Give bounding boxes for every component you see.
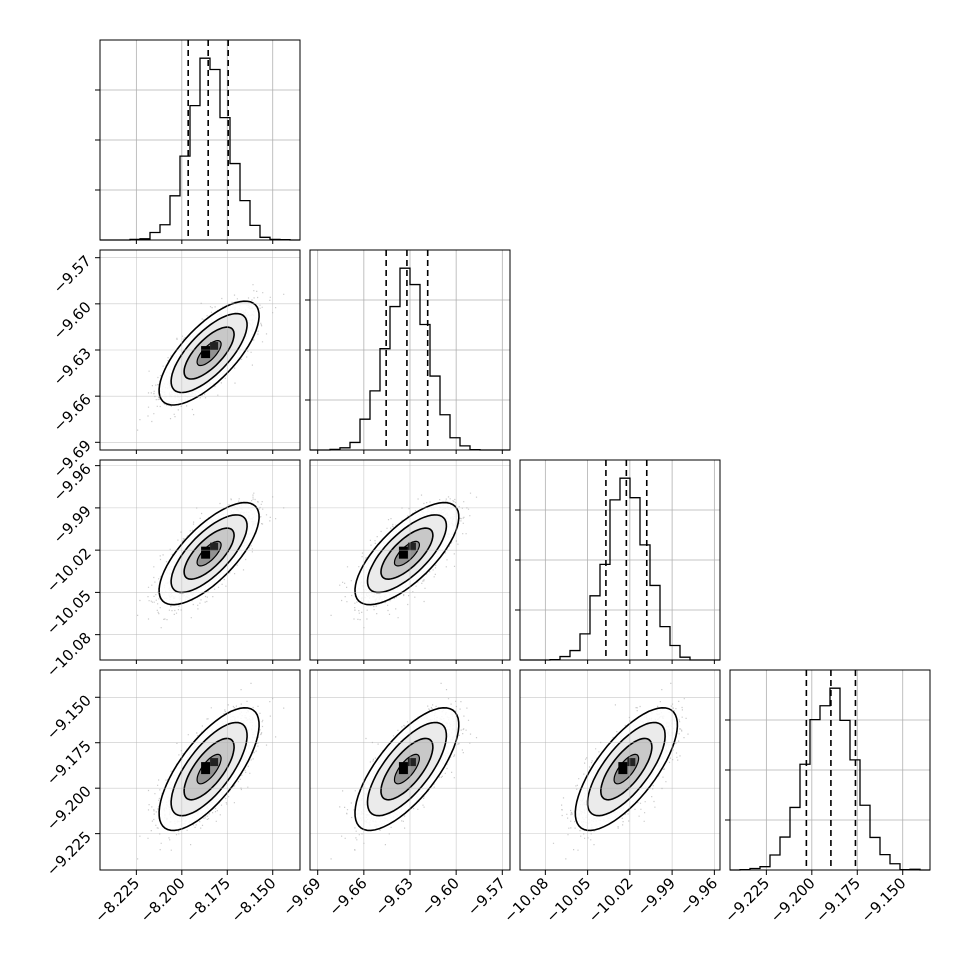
panel-frame [99, 669, 301, 871]
x-tick-label: −9.225 [721, 874, 773, 926]
histogram-step [310, 267, 510, 451]
y-tick-label: −9.150 [43, 691, 95, 743]
panel-frame [729, 669, 931, 871]
histogram-step [730, 687, 930, 871]
histogram-panel-1 [95, 39, 301, 241]
x-tick-label: −9.63 [372, 874, 417, 919]
histogram-step [520, 477, 720, 661]
panel-content [330, 492, 478, 629]
histogram-panel-3 [515, 459, 721, 661]
panel-content [552, 682, 689, 860]
density-peak [201, 762, 211, 775]
density-peak [210, 342, 219, 351]
x-tick-label: −9.175 [812, 874, 864, 926]
scatter-panel-3-1 [99, 459, 301, 661]
y-tick-label: −9.175 [43, 737, 95, 789]
density-peak [210, 542, 219, 551]
density-peak [398, 546, 408, 559]
y-tick-label: −9.99 [50, 502, 95, 547]
y-tick-label: −10.08 [43, 629, 95, 681]
y-tick-label: −9.66 [50, 390, 95, 435]
panel-content [330, 682, 478, 860]
x-tick-label: −10.08 [500, 874, 552, 926]
x-tick-label: −9.150 [858, 874, 910, 926]
scatter-panel-2-1 [99, 249, 301, 451]
panels [95, 39, 931, 871]
scatter-panel-4-1 [99, 669, 301, 871]
panel-frame [99, 459, 301, 661]
x-tick-label: −9.60 [418, 874, 463, 919]
x-tick-label: −9.69 [279, 874, 324, 919]
y-tick-label: −9.200 [43, 782, 95, 834]
density-peak [201, 346, 211, 359]
x-tick-label: −8.200 [137, 874, 189, 926]
x-tick-label: −8.175 [182, 874, 234, 926]
y-tick-label: −9.225 [43, 828, 95, 880]
panel-content [137, 284, 285, 431]
x-tick-label: −8.150 [228, 874, 280, 926]
density-peak [627, 758, 636, 767]
y-tick-label: −9.63 [50, 344, 95, 389]
panel-content [137, 492, 285, 629]
density-peak [210, 758, 219, 767]
panel-frame [99, 39, 301, 241]
density-peak [407, 542, 416, 551]
panel-frame [519, 669, 721, 871]
histogram-panel-2 [305, 249, 511, 451]
density-peak [201, 546, 211, 559]
y-tick-label: −9.60 [50, 298, 95, 343]
histogram-step [100, 57, 300, 241]
histogram-panel-4 [725, 669, 931, 871]
x-tick-label: −10.05 [542, 874, 594, 926]
density-peak [618, 762, 628, 775]
scatter-panel-4-3 [519, 669, 721, 871]
x-tick-label: −10.02 [585, 874, 637, 926]
y-tick-label: −10.05 [43, 586, 95, 638]
density-peak [407, 758, 416, 767]
y-tick-label: −10.02 [43, 544, 95, 596]
density-peak [398, 762, 408, 775]
panel-frame [519, 459, 721, 661]
x-tick-label: −9.66 [325, 874, 370, 919]
scatter-panel-3-2 [309, 459, 511, 661]
x-tick-label: −9.96 [676, 874, 721, 919]
scatter-panel-4-2 [309, 669, 511, 871]
x-tick-label: −9.99 [634, 874, 679, 919]
panel-content [137, 682, 285, 860]
x-tick-label: −8.225 [91, 874, 143, 926]
x-tick-label: −9.200 [767, 874, 819, 926]
y-tick-label: −9.57 [50, 252, 95, 297]
